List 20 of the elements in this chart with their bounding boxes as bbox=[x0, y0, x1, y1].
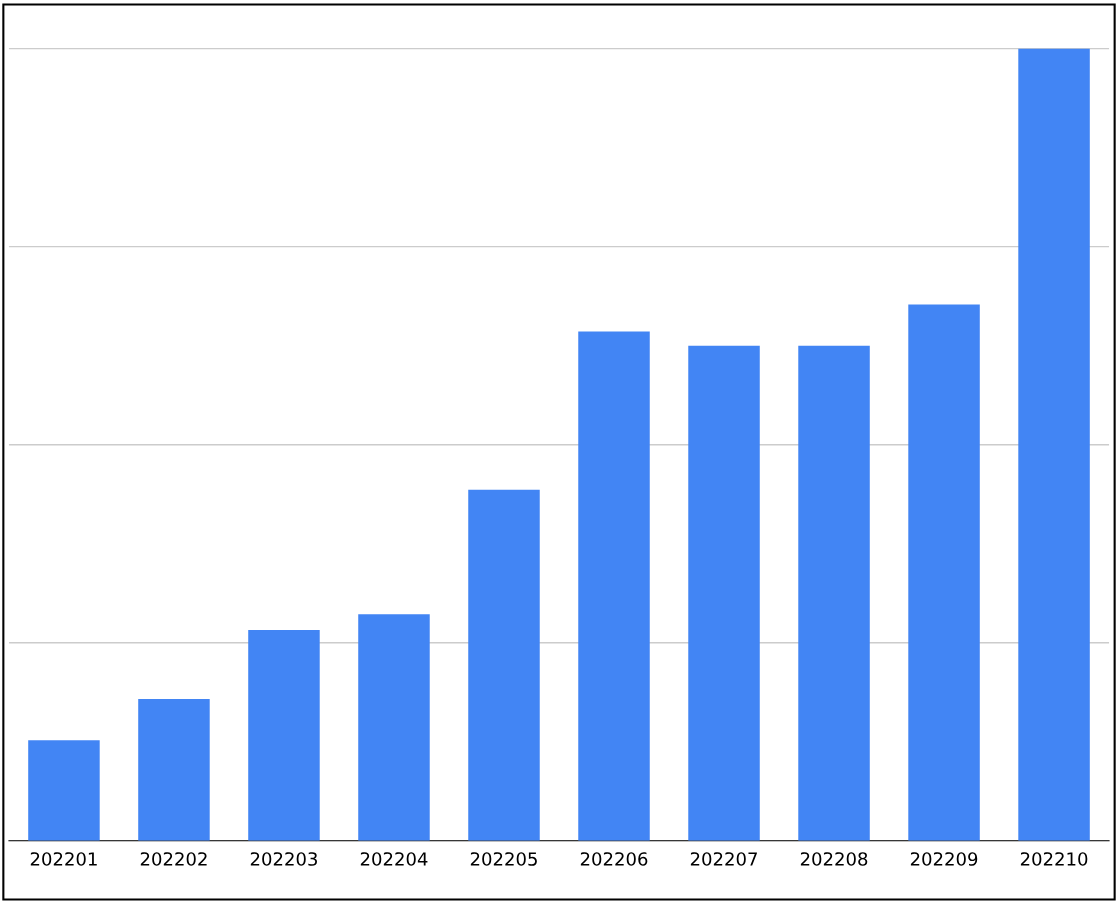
x-tick-label: 202208 bbox=[800, 852, 868, 866]
x-tick-label: 202207 bbox=[690, 852, 757, 866]
x-tick-label: 202209 bbox=[910, 852, 978, 866]
bar bbox=[908, 304, 980, 841]
bar bbox=[248, 630, 320, 841]
bar bbox=[688, 345, 760, 841]
x-tick-label: 202204 bbox=[360, 852, 428, 866]
bar bbox=[468, 489, 540, 841]
bar bbox=[1018, 48, 1090, 841]
x-tick-label: 202201 bbox=[30, 852, 97, 866]
bar bbox=[28, 740, 100, 841]
x-tick-label: 202202 bbox=[140, 852, 207, 866]
bar bbox=[138, 698, 210, 841]
x-tick-label: 202206 bbox=[580, 852, 648, 866]
x-tick-label: 202210 bbox=[1020, 852, 1088, 866]
bar bbox=[578, 331, 650, 841]
bar bbox=[358, 614, 430, 841]
bar bbox=[798, 345, 870, 841]
x-tick-label: 202203 bbox=[250, 852, 317, 866]
x-tick-label: 202205 bbox=[470, 852, 537, 866]
